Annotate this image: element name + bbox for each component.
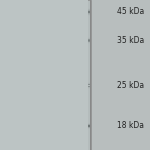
Bar [88,87,90,88]
Text: 18 kDa: 18 kDa [117,122,144,130]
Bar [88,127,90,128]
Bar [88,86,90,87]
Bar [88,37,90,38]
Bar [88,43,90,44]
Bar [88,82,90,83]
Bar [88,14,90,15]
Bar [88,12,90,13]
Bar [88,11,90,12]
FancyArrow shape [90,0,91,150]
Bar [88,84,90,85]
Bar [88,40,90,41]
Bar [88,10,90,11]
Text: 45 kDa: 45 kDa [117,8,144,16]
Bar [88,124,90,125]
Bar [88,9,90,10]
Bar [88,85,90,86]
Bar [88,128,90,129]
Bar [88,88,90,89]
Bar [0,0,90,150]
Text: 35 kDa: 35 kDa [117,36,144,45]
Bar [88,41,90,42]
Text: 25 kDa: 25 kDa [117,81,144,90]
Bar [88,125,90,126]
Bar [88,8,90,9]
Bar [88,40,90,41]
Bar [88,13,90,14]
Bar [88,123,90,124]
Bar [88,83,90,84]
Bar [88,38,90,39]
Bar [88,42,90,43]
Bar [88,126,90,127]
Bar [0,0,88,150]
Bar [88,39,90,40]
Bar [88,15,90,16]
